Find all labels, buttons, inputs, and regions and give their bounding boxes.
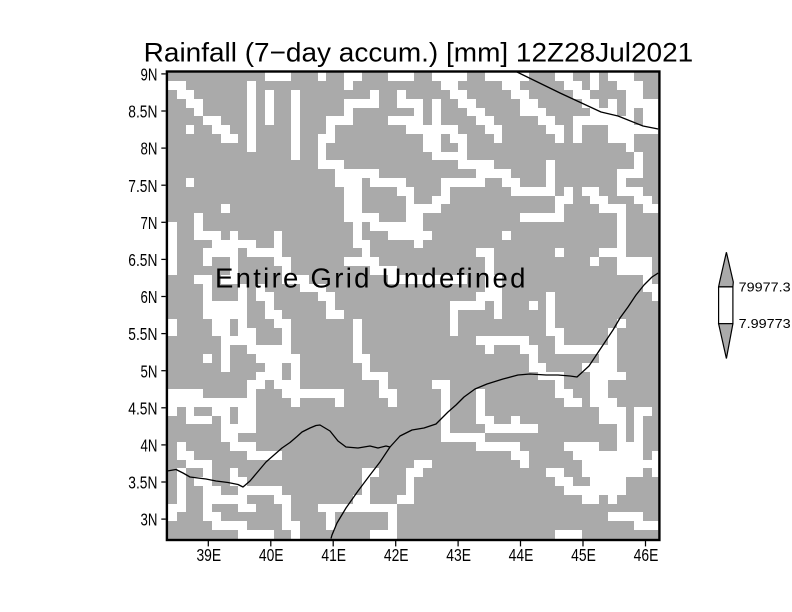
svg-text:8N: 8N [141, 139, 158, 159]
svg-text:7N: 7N [141, 213, 158, 233]
svg-text:39E: 39E [196, 545, 221, 565]
svg-text:45E: 45E [571, 545, 596, 565]
svg-text:40E: 40E [259, 545, 284, 565]
svg-text:3.5N: 3.5N [128, 473, 157, 493]
svg-text:79977.3: 79977.3 [739, 281, 791, 295]
svg-text:6N: 6N [141, 287, 158, 307]
svg-text:7.99773: 7.99773 [739, 317, 791, 331]
svg-text:42E: 42E [384, 545, 409, 565]
svg-text:4.5N: 4.5N [128, 398, 157, 418]
svg-text:8.5N: 8.5N [128, 102, 157, 122]
svg-text:6.5N: 6.5N [128, 250, 157, 270]
svg-text:5N: 5N [141, 361, 158, 381]
svg-text:Rainfall (7−day accum.) [mm] 1: Rainfall (7−day accum.) [mm] 12Z28Jul202… [144, 38, 694, 68]
svg-text:7.5N: 7.5N [128, 176, 157, 196]
svg-text:9N: 9N [141, 65, 158, 85]
svg-text:46E: 46E [634, 545, 659, 565]
svg-text:44E: 44E [509, 545, 534, 565]
svg-text:3N: 3N [141, 510, 158, 530]
svg-text:4N: 4N [141, 436, 158, 456]
svg-text:41E: 41E [321, 545, 346, 565]
svg-text:43E: 43E [446, 545, 471, 565]
svg-text:5.5N: 5.5N [128, 324, 157, 344]
